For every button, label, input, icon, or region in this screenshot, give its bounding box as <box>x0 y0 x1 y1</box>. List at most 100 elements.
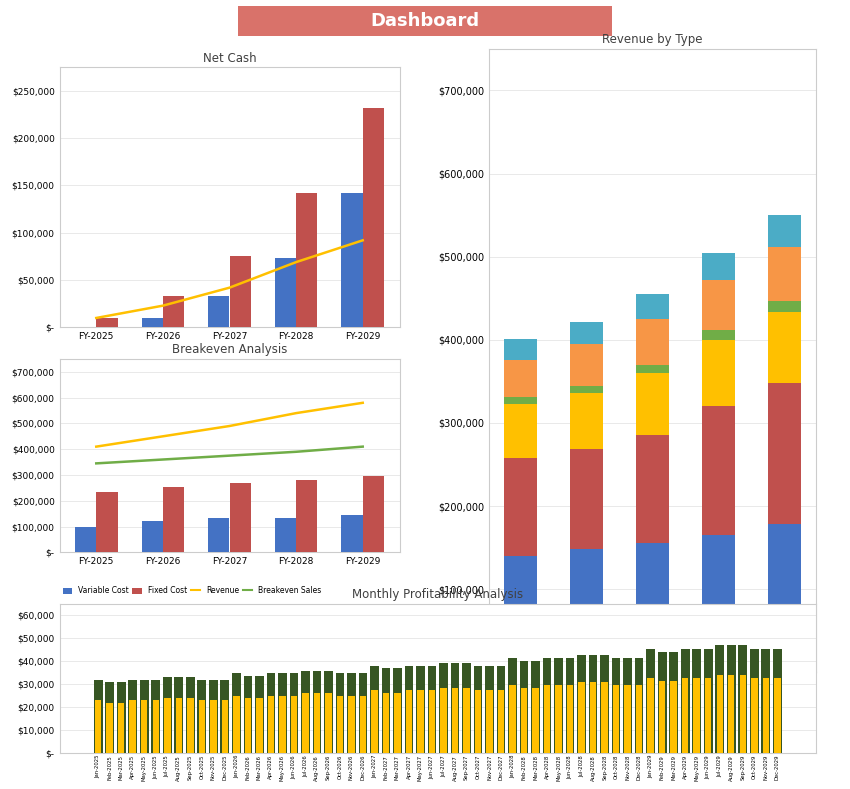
Bar <box>256 698 263 753</box>
Bar <box>255 675 264 753</box>
Bar <box>428 666 436 753</box>
Bar <box>243 675 252 753</box>
Bar <box>717 675 723 753</box>
Bar <box>313 671 321 753</box>
Bar <box>267 673 275 753</box>
Bar <box>521 687 527 753</box>
Legend: Variable Cost, Fixed Cost, Revenue, Breakeven Sales: Variable Cost, Fixed Cost, Revenue, Brea… <box>60 583 325 598</box>
Bar <box>118 703 124 753</box>
Bar <box>336 673 344 753</box>
Bar <box>648 679 654 753</box>
Bar <box>768 301 801 312</box>
Bar <box>96 318 117 327</box>
Bar <box>452 688 458 753</box>
Breakeven Sales <box>291 447 301 457</box>
Bar <box>702 330 735 340</box>
Bar <box>496 666 506 753</box>
Bar <box>463 688 470 753</box>
Bar <box>727 645 735 753</box>
Revenue <box>91 442 101 451</box>
Bar <box>768 312 801 383</box>
Bar <box>128 679 137 753</box>
Net Income <box>162 750 173 759</box>
Bar <box>140 679 149 753</box>
Text: Dashboard: Dashboard <box>371 12 479 29</box>
Bar <box>498 690 504 753</box>
Bar <box>278 673 286 753</box>
Bar <box>532 687 539 753</box>
Bar <box>450 663 459 753</box>
Bar <box>475 690 481 753</box>
Line: Revenue: Revenue <box>96 403 363 447</box>
Bar <box>636 544 669 672</box>
Bar <box>740 675 746 753</box>
Line: Net Increase / Decrease in Cash: Net Increase / Decrease in Cash <box>96 241 363 318</box>
Bar <box>768 247 801 301</box>
Net Increase / Decrease in Cash <box>158 301 168 310</box>
Net Increase / Decrease in Cash <box>91 313 101 323</box>
Bar <box>671 682 677 753</box>
Bar <box>555 685 562 753</box>
Bar <box>509 685 516 753</box>
Bar <box>230 483 251 552</box>
Bar <box>659 682 666 753</box>
Bar <box>163 678 172 753</box>
Bar <box>208 518 230 552</box>
Bar <box>751 679 757 753</box>
Breakeven Sales <box>158 454 168 464</box>
Bar <box>382 693 389 753</box>
Bar <box>702 252 735 280</box>
Bar <box>613 685 620 753</box>
Bar <box>636 294 669 319</box>
Bar <box>704 649 712 753</box>
Bar <box>209 679 218 753</box>
Bar <box>326 694 332 753</box>
Bar <box>702 535 735 672</box>
Bar <box>394 668 402 753</box>
Net Income <box>657 750 667 760</box>
Bar <box>197 679 206 753</box>
Bar <box>142 318 163 327</box>
Bar <box>503 458 536 556</box>
Bar <box>570 450 603 549</box>
Bar <box>220 679 230 753</box>
Bar <box>96 492 117 552</box>
Bar <box>503 404 536 458</box>
Bar <box>589 655 598 753</box>
Bar <box>612 657 620 753</box>
Bar <box>462 663 471 753</box>
Bar <box>439 663 448 753</box>
Bar <box>163 487 184 552</box>
Bar <box>503 556 536 672</box>
Bar <box>174 678 183 753</box>
Bar <box>105 682 114 753</box>
Bar <box>635 657 643 753</box>
Breakeven Sales <box>224 451 235 461</box>
Bar <box>405 666 413 753</box>
Bar <box>570 321 603 344</box>
Bar <box>95 701 101 753</box>
Breakeven Sales <box>358 442 368 451</box>
Bar <box>363 108 384 327</box>
Bar <box>359 673 367 753</box>
Bar <box>210 701 217 753</box>
Bar <box>142 522 163 552</box>
Bar <box>768 525 801 672</box>
Net Income <box>530 750 541 760</box>
Bar <box>646 649 655 753</box>
Bar <box>693 649 701 753</box>
Bar <box>275 518 296 552</box>
Bar <box>566 657 575 753</box>
Bar <box>428 690 435 753</box>
Net Income <box>323 750 333 759</box>
Bar <box>570 393 603 450</box>
Net Income <box>219 750 230 760</box>
Bar <box>531 660 540 753</box>
Bar <box>702 406 735 535</box>
Bar <box>682 679 688 753</box>
Bar <box>702 340 735 406</box>
Bar <box>625 685 631 753</box>
Bar <box>570 386 603 393</box>
Bar <box>750 649 758 753</box>
Bar <box>694 679 700 753</box>
